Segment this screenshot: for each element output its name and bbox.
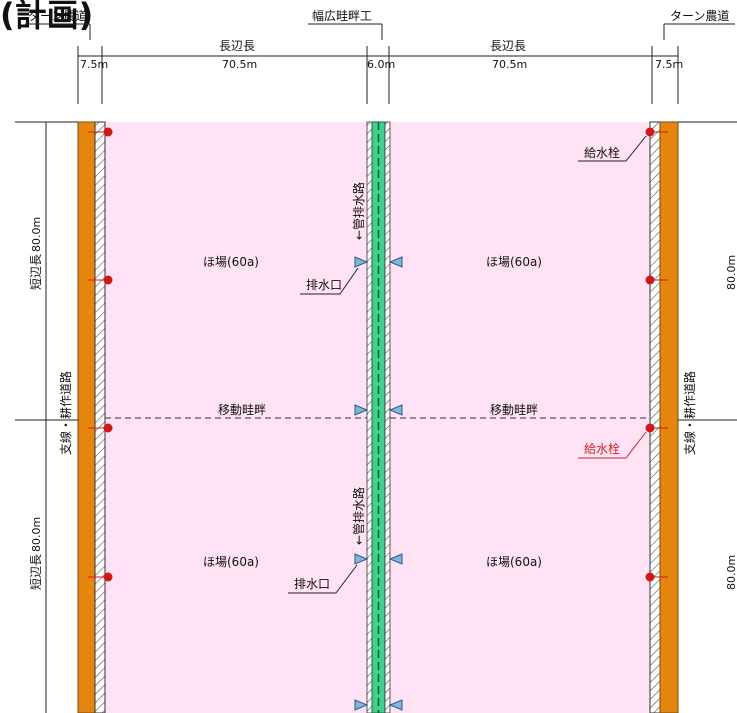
outlet-icon <box>388 404 403 416</box>
hydrant-icon <box>645 423 655 433</box>
dim-left-road: 7.5m <box>80 58 108 71</box>
hydrant-icon <box>103 275 113 285</box>
long-side-label-left: 長辺長 <box>219 39 255 53</box>
outlet-icon <box>354 256 369 268</box>
hydrant-icon <box>103 127 113 137</box>
field-label-lower-right: ほ場(60a) <box>486 555 542 569</box>
drain-outlet-label-upper: 排水口 <box>306 278 342 292</box>
movable-ridge-label-left: 移動畦畔 <box>218 403 266 417</box>
right-dim-value-upper: 80.0m <box>725 255 737 290</box>
drain-outlet-label-lower: 排水口 <box>294 577 330 591</box>
hydrant-icon <box>103 572 113 582</box>
hydrant-leader-lower <box>578 431 647 459</box>
hydrant-icon <box>645 572 655 582</box>
drain-outlet-leader-lower <box>288 564 358 594</box>
field-label-lower-left: ほ場(60a) <box>203 555 259 569</box>
drain-outlet-markers <box>354 256 403 711</box>
pipe-drain-label-lower: ←管排水路 <box>351 487 366 545</box>
dim-center: 6.0m <box>367 58 395 71</box>
branch-road-right <box>659 121 679 713</box>
right-dim-value-lower: 80.0m <box>725 555 737 590</box>
hydrants-left <box>88 127 113 582</box>
outlet-icon <box>388 256 403 268</box>
hydrant-label-lower: 給水栓 <box>584 441 620 456</box>
dim-right-road: 7.5m <box>655 58 683 71</box>
short-side-value-lower: 80.0m <box>30 517 43 552</box>
wide-ridge-label: 幅広畦畔工 <box>312 8 372 23</box>
long-side-label-right: 長辺長 <box>490 39 526 53</box>
hydrant-icon <box>645 127 655 137</box>
branch-road-left <box>77 121 96 713</box>
hydrant-icon <box>103 423 113 433</box>
hydrant-leader-upper <box>578 135 647 162</box>
movable-ridge-label-right: 移動畦畔 <box>490 403 538 417</box>
hydrants-right <box>645 127 668 582</box>
hydrant-label-upper: 給水栓 <box>584 145 620 160</box>
dim-left-field: 70.5m <box>222 58 257 71</box>
outlet-icon <box>388 553 403 565</box>
outlet-icon <box>354 404 369 416</box>
hatched-ridge-right <box>649 121 661 713</box>
short-side-value-upper: 80.0m <box>30 217 43 252</box>
branch-road-label-left: 支線・耕作道路 <box>58 371 73 455</box>
outlet-icon <box>388 699 403 711</box>
center-pipe-drain <box>366 121 391 713</box>
field-label-upper-right: ほ場(60a) <box>486 255 542 269</box>
outlet-icon <box>354 553 369 565</box>
turn-road-label-right: ターン農道 <box>670 9 729 23</box>
hydrant-icon <box>645 275 655 285</box>
short-side-label-lower: 短辺長 <box>29 554 43 590</box>
pipe-drain-label-upper: ←管排水路 <box>351 182 366 240</box>
short-side-label-upper: 短辺長 <box>29 254 43 290</box>
top-dimension-line <box>77 46 679 104</box>
outlet-icon <box>354 699 369 711</box>
dim-right-field: 70.5m <box>492 58 527 71</box>
field-label-upper-left: ほ場(60a) <box>203 255 259 269</box>
turn-road-label-left: ターン農道 <box>28 9 87 23</box>
plan-title: (計画) <box>0 0 93 34</box>
branch-road-label-right: 支線・耕作道路 <box>682 371 697 455</box>
drain-outlet-leader-upper <box>300 267 359 295</box>
hatched-ridge-left <box>94 121 106 713</box>
